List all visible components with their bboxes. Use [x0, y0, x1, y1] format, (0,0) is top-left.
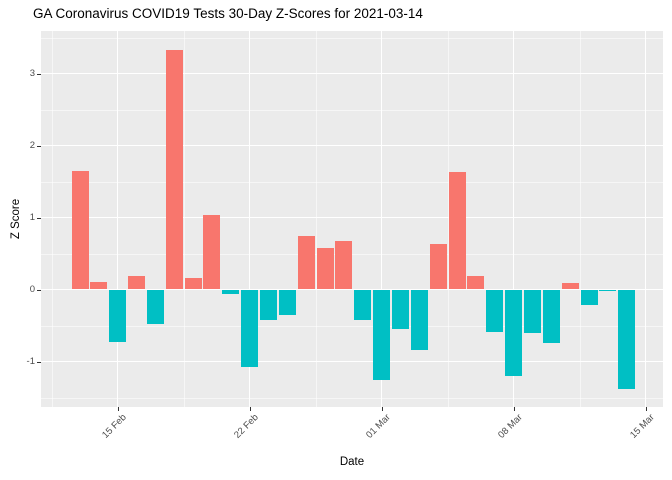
bar	[580, 289, 598, 306]
y-tick-label: 0	[29, 283, 35, 295]
minor-gridline-horizontal	[41, 109, 663, 111]
bar	[542, 289, 560, 343]
bar	[260, 289, 278, 320]
bar	[618, 289, 636, 389]
major-gridline-vertical	[513, 31, 515, 407]
major-gridline-horizontal	[41, 72, 663, 75]
minor-gridline-vertical	[183, 31, 185, 407]
bar	[128, 275, 146, 290]
minor-gridline-vertical	[447, 31, 449, 407]
y-tick-label: 1	[29, 211, 35, 223]
x-tick-mark	[381, 407, 383, 411]
bar	[184, 277, 202, 290]
major-gridline-horizontal	[41, 216, 663, 219]
major-gridline-vertical	[381, 31, 383, 407]
x-tick-mark	[513, 407, 515, 411]
major-gridline-horizontal	[41, 144, 663, 147]
y-tick-mark	[37, 145, 41, 147]
bar	[429, 244, 447, 290]
minor-gridline-horizontal	[41, 37, 663, 39]
minor-gridline-vertical	[51, 31, 53, 407]
major-gridline-horizontal	[41, 288, 663, 291]
bar	[222, 289, 240, 294]
minor-gridline-vertical	[315, 31, 317, 407]
bar	[410, 289, 428, 350]
y-tick-label: -1	[26, 355, 35, 367]
bar	[392, 289, 410, 330]
plot-panel	[41, 31, 663, 407]
minor-gridline-horizontal	[41, 325, 663, 327]
bar	[354, 289, 372, 321]
bar	[71, 170, 89, 290]
bar	[297, 236, 315, 290]
bar	[561, 283, 579, 290]
x-tick-mark	[645, 407, 647, 411]
chart-title: GA Coronavirus COVID19 Tests 30-Day Z-Sc…	[33, 6, 423, 21]
bar	[335, 240, 353, 290]
minor-gridline-horizontal	[41, 181, 663, 183]
bar	[241, 289, 259, 367]
x-tick-mark	[249, 407, 251, 411]
y-tick-mark	[37, 217, 41, 219]
bar	[505, 289, 523, 376]
major-gridline-vertical	[645, 31, 647, 407]
minor-gridline-horizontal	[41, 397, 663, 399]
major-gridline-horizontal	[41, 360, 663, 363]
y-tick-label: 3	[29, 67, 35, 79]
y-tick-label: 2	[29, 139, 35, 151]
bar	[203, 214, 221, 290]
bar	[316, 247, 334, 290]
bar	[373, 289, 391, 381]
major-gridline-vertical	[249, 31, 251, 407]
x-tick-mark	[117, 407, 119, 411]
bar	[524, 289, 542, 333]
bar	[486, 289, 504, 332]
bar	[599, 289, 617, 291]
bar	[165, 49, 183, 290]
y-tick-mark	[37, 73, 41, 75]
y-tick-mark	[37, 289, 41, 291]
minor-gridline-vertical	[579, 31, 581, 407]
bar	[278, 289, 296, 315]
x-axis-title: Date	[339, 456, 365, 468]
major-gridline-vertical	[117, 31, 119, 407]
bar	[109, 289, 127, 343]
y-tick-mark	[37, 361, 41, 363]
bar	[90, 282, 108, 290]
bar	[448, 172, 466, 290]
bar	[146, 289, 164, 325]
bar	[467, 275, 485, 290]
